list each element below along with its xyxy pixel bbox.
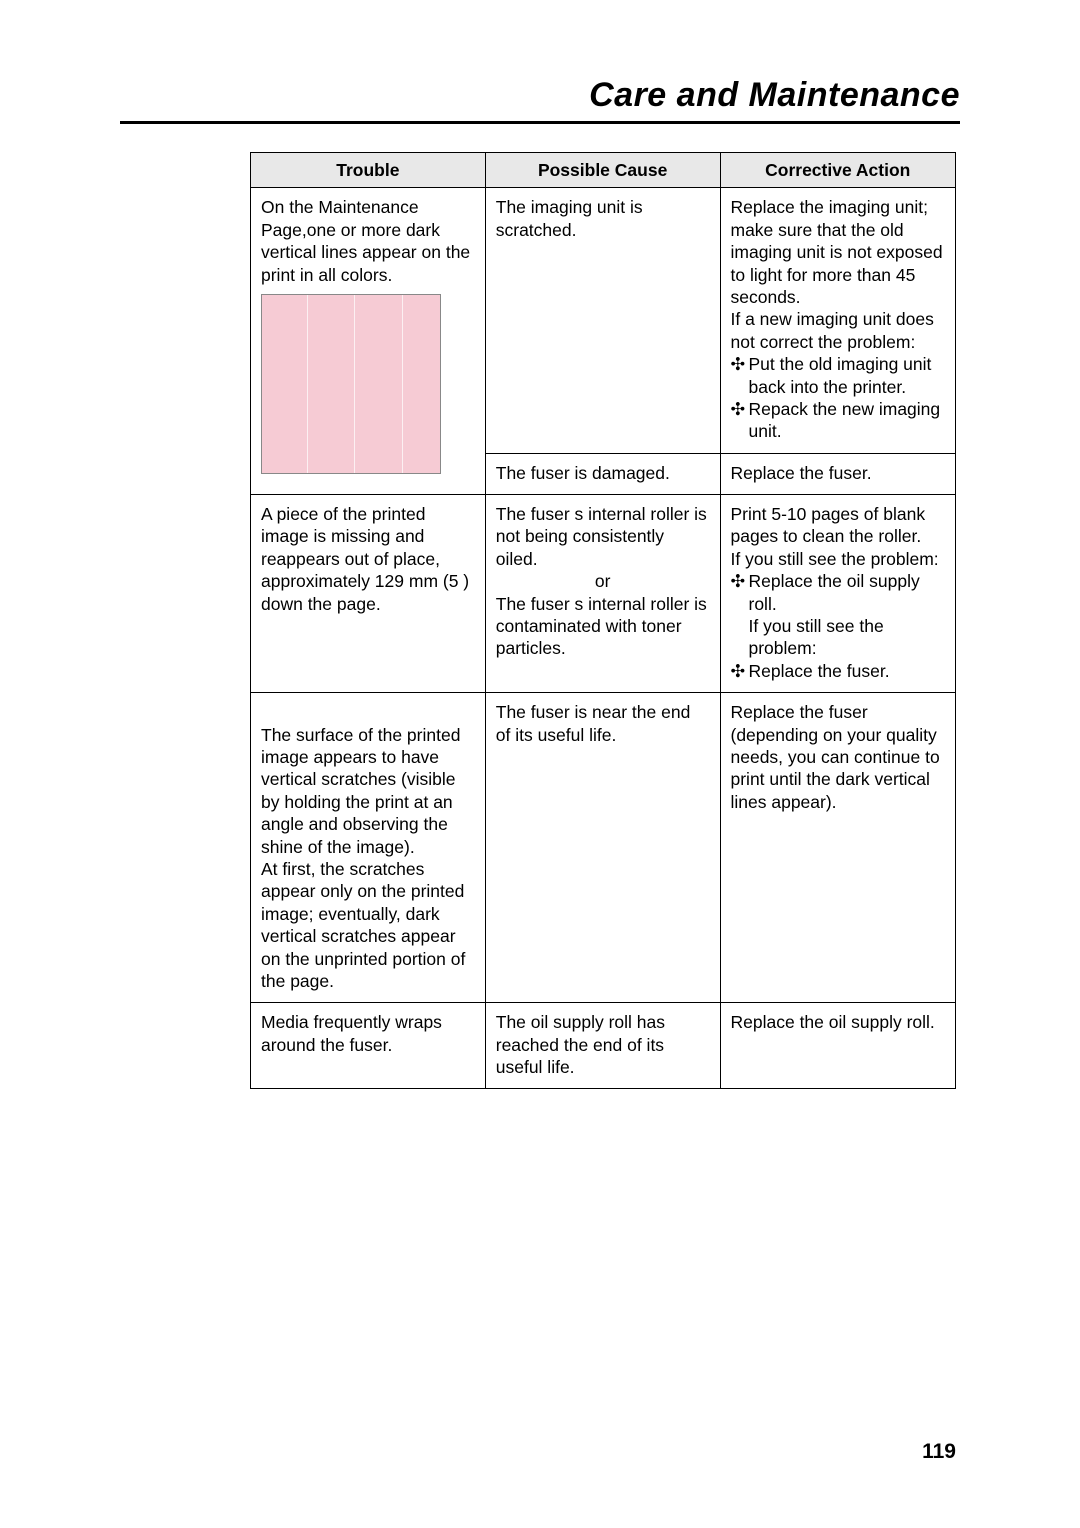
action-text: Replace the oil supply roll. [731,1012,935,1032]
action-cell: Replace the oil supply roll. [720,1003,956,1089]
cause-text: The oil supply roll has reached the end … [496,1012,665,1077]
title-divider [120,121,960,124]
page-title: Care and Maintenance [589,76,960,114]
table-row: The surface of the printed image appears… [251,693,956,1003]
cause-text: The fuser s internal roller is contamina… [496,593,710,660]
bullet-mark-icon: ✣ [731,353,749,375]
trouble-text: A piece of the printed image is missing … [261,504,469,614]
action-text: If you still see the problem: [731,615,946,660]
cause-text: or [496,570,710,592]
table-header-row: Trouble Possible Cause Corrective Action [251,153,956,188]
bullet-mark-icon: ✣ [731,570,749,592]
action-bullet: ✣ Repack the new imaging unit. [731,398,946,443]
table-row: Media frequently wraps around the fuser.… [251,1003,956,1089]
cause-text: The fuser is damaged. [496,463,670,483]
cause-text: The imaging unit is scratched. [496,197,643,239]
action-cell: Replace the imaging unit; make sure that… [720,188,956,453]
trouble-text: The surface of the printed image appears… [261,725,465,991]
page-number: 119 [922,1440,956,1464]
col-header-action: Corrective Action [720,153,956,188]
troubleshooting-table: Trouble Possible Cause Corrective Action… [250,152,956,1089]
action-bullet-text: Replace the fuser. [749,660,946,682]
action-bullet-text: Repack the new imaging unit. [749,398,946,443]
action-text: Replace the imaging unit; make sure that… [731,196,946,308]
trouble-cell: The surface of the printed image appears… [251,693,486,1003]
action-text: Print 5-10 pages of blank pages to clean… [731,503,946,548]
cause-cell: The fuser is damaged. [485,453,720,494]
action-bullet: ✣ Put the old imaging unit back into the… [731,353,946,398]
action-cell: Print 5-10 pages of blank pages to clean… [720,495,956,693]
illus-line [354,295,355,473]
trouble-text: Media frequently wraps around the fuser. [261,1012,442,1054]
bullet-mark-icon: ✣ [731,660,749,682]
col-header-cause: Possible Cause [485,153,720,188]
action-bullet-text: Replace the oil supply roll. [749,570,946,615]
action-text: Replace the fuser (depending on your qua… [731,702,940,812]
bullet-mark-icon: ✣ [731,398,749,420]
action-bullet-text: Put the old imaging unit back into the p… [749,353,946,398]
trouble-cell: On the Maintenance Page,one or more dark… [251,188,486,495]
trouble-text: On the Maintenance Page,one or more dark… [261,197,470,284]
table-row: On the Maintenance Page,one or more dark… [251,188,956,453]
action-cell: Replace the fuser. [720,453,956,494]
action-text: If a new imaging unit does not correct t… [731,308,946,353]
action-bullet: ✣ Replace the fuser. [731,660,946,682]
table-row: A piece of the printed image is missing … [251,495,956,693]
cause-cell: The oil supply roll has reached the end … [485,1003,720,1089]
cause-text: The fuser is near the end of its useful … [496,702,691,744]
cause-cell: The imaging unit is scratched. [485,188,720,453]
action-cell: Replace the fuser (depending on your qua… [720,693,956,1003]
trouble-thumbnail [261,294,441,474]
cause-cell: The fuser s internal roller is not being… [485,495,720,693]
action-bullet: ✣ Replace the oil supply roll. [731,570,946,615]
cause-text: The fuser s internal roller is not being… [496,503,710,570]
col-header-trouble: Trouble [251,153,486,188]
trouble-cell: Media frequently wraps around the fuser. [251,1003,486,1089]
document-page: Care and Maintenance Trouble Possible Ca… [0,0,1080,1528]
cause-cell: The fuser is near the end of its useful … [485,693,720,1003]
page-header: Care and Maintenance [120,76,960,115]
trouble-cell: A piece of the printed image is missing … [251,495,486,693]
action-text: Replace the fuser. [731,463,872,483]
troubleshooting-table-wrap: Trouble Possible Cause Corrective Action… [250,152,956,1089]
action-text: If you still see the problem: [731,548,946,570]
